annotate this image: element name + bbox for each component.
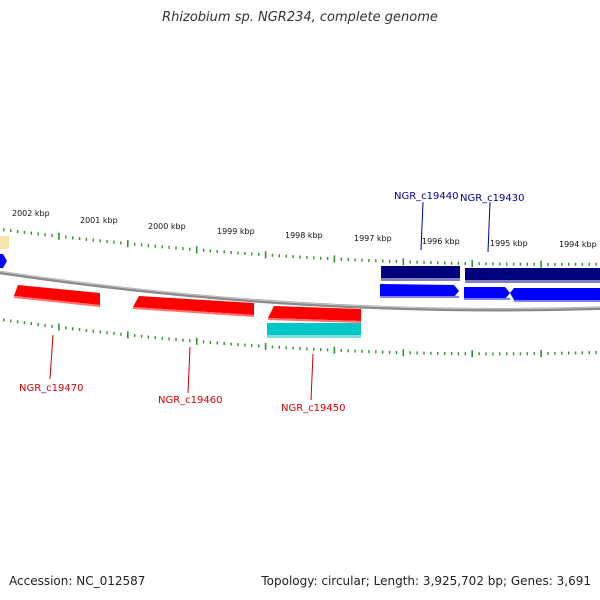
- gene-label-NGR_c19470: NGR_c19470: [19, 383, 84, 394]
- genome-backbone: [0, 270, 600, 312]
- tick-label-1995: 1995 kbp: [490, 239, 528, 248]
- gene-label-NGR_c19450: NGR_c19450: [281, 403, 346, 414]
- gene-blue-1[interactable]: [380, 284, 459, 298]
- inner-tick-track: [3, 318, 597, 358]
- gene-NGR_c19460[interactable]: [133, 296, 254, 317]
- tick-label-1997: 1997 kbp: [354, 234, 392, 243]
- leader-NGR_c19440: [420, 201, 424, 251]
- gene-blue-2[interactable]: [464, 287, 510, 300]
- outer-tick-track: [3, 228, 597, 268]
- tick-label-1999: 1999 kbp: [217, 227, 255, 236]
- gene-NGR_c19440[interactable]: [381, 266, 460, 281]
- leader-NGR_c19450: [310, 353, 314, 401]
- scale-labels: 2002 kbp 2001 kbp 2000 kbp 1999 kbp 1998…: [12, 209, 597, 249]
- leader-NGR_c19470: [49, 334, 54, 380]
- tick-label-2000: 2000 kbp: [148, 222, 186, 231]
- tick-label-1994: 1994 kbp: [559, 240, 597, 249]
- leader-NGR_c19430: [487, 201, 491, 253]
- gene-cyan[interactable]: [267, 323, 361, 338]
- gene-NGR_c19450[interactable]: [268, 306, 361, 323]
- tick-label-2002: 2002 kbp: [12, 209, 50, 218]
- partial-feature-yellow[interactable]: [0, 236, 9, 249]
- genome-map: 2002 kbp 2001 kbp 2000 kbp 1999 kbp 1998…: [0, 191, 600, 414]
- tick-label-1998: 1998 kbp: [285, 231, 323, 240]
- genome-summary: Topology: circular; Length: 3,925,702 bp…: [261, 574, 591, 588]
- partial-feature-blue-arrow[interactable]: [0, 254, 7, 268]
- gene-label-NGR_c19460: NGR_c19460: [158, 395, 223, 406]
- map-title: Rhizobium sp. NGR234, complete genome: [162, 10, 438, 25]
- leader-NGR_c19460: [187, 346, 191, 394]
- gene-NGR_c19430[interactable]: [465, 268, 600, 283]
- gene-blue-3[interactable]: [510, 288, 600, 302]
- gene-label-NGR_c19430: NGR_c19430: [460, 193, 525, 204]
- accession-label: Accession: NC_012587: [9, 574, 146, 588]
- gene-NGR_c19470[interactable]: [14, 285, 100, 307]
- gene-label-NGR_c19440: NGR_c19440: [394, 191, 459, 202]
- tick-label-2001: 2001 kbp: [80, 216, 118, 225]
- tick-label-1996: 1996 kbp: [422, 237, 460, 246]
